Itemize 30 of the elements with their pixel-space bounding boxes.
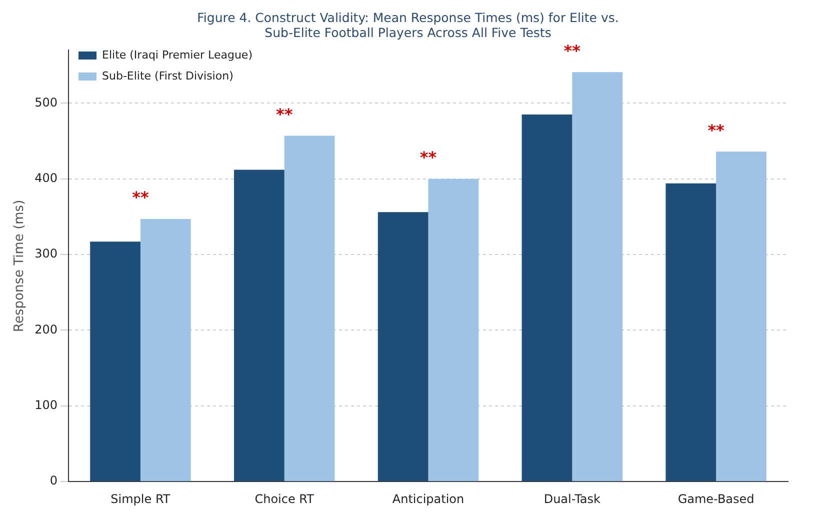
bar [140, 218, 191, 482]
y-axis-title: Response Time (ms) [12, 200, 28, 332]
legend-label: Elite (Iraqi Premier League) [102, 48, 252, 62]
x-tick-label: Dual-Task [544, 492, 601, 506]
annotation: ** [708, 120, 726, 140]
bar [234, 170, 284, 482]
x-tick-label: Game-Based [678, 492, 754, 506]
bar [572, 72, 623, 482]
annotation: ** [564, 41, 582, 60]
annotation: ** [132, 188, 150, 208]
bar [90, 242, 140, 482]
y-tick-label: 0 [50, 474, 58, 488]
bar [378, 212, 428, 482]
x-tick-label: Anticipation [392, 492, 464, 506]
y-tick-label: 300 [34, 246, 58, 261]
x-tick-label: Simple RT [110, 492, 171, 506]
y-tick-label: 200 [34, 322, 58, 336]
bar [284, 136, 335, 482]
y-tick-label: 500 [34, 95, 58, 110]
bar [666, 183, 716, 482]
bar [428, 178, 479, 482]
y-tick-label: 400 [34, 170, 58, 185]
y-tick-label: 100 [34, 398, 58, 412]
bar [522, 114, 572, 482]
legend-label: Sub-Elite (First Division) [102, 69, 234, 82]
x-tick-label: Choice RT [254, 492, 315, 506]
bar [716, 152, 766, 482]
chart-title: Figure 4. Construct Validity: Mean Response Times (ms) for Elite vs. Sub-Elite Football Players Across All Five Tests [196, 9, 620, 40]
annotation: ** [420, 148, 438, 168]
annotation: ** [276, 104, 294, 124]
